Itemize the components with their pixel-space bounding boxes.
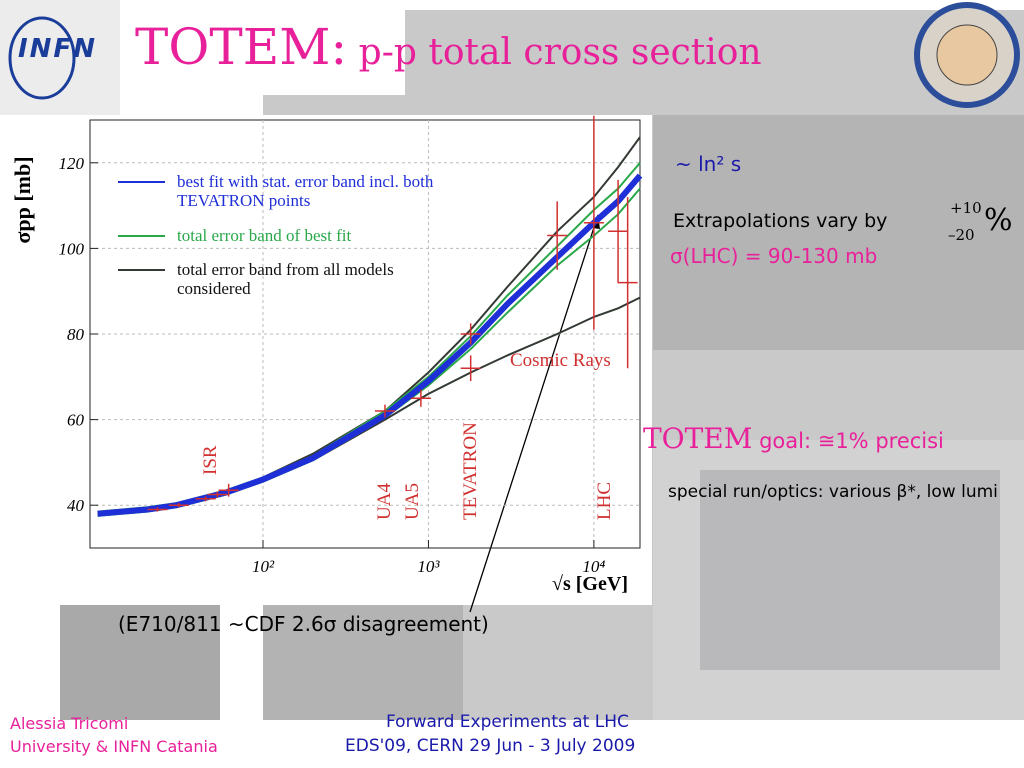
annotation: ISR	[200, 445, 221, 475]
annotation: UA4	[374, 483, 395, 520]
affiliation: University & INFN Catania	[10, 737, 218, 756]
x-axis-label: √s [GeV]	[552, 573, 628, 595]
annotation: UA5	[402, 483, 423, 520]
x-tick-label: 10²	[252, 557, 275, 576]
logo: INFN	[18, 34, 97, 64]
venue: EDS'09, CERN 29 Jun - 3 July 2009	[345, 736, 636, 756]
x-tick-label: 10³	[417, 557, 440, 576]
percent: %	[984, 203, 1013, 238]
series-line	[97, 162, 641, 513]
x-tick-label: 10⁴	[582, 557, 605, 576]
annotation: TEVATRON	[460, 422, 481, 520]
title-main: TOTEM:	[135, 18, 348, 76]
plus: +10	[950, 199, 982, 217]
legend-entry: best fit with stat. error band incl. bot…	[177, 172, 434, 210]
legend-entry: total error band from all models conside…	[177, 260, 394, 298]
y-tick-label: 100	[59, 239, 85, 258]
annotation: LHC	[594, 482, 615, 520]
series-line	[97, 296, 641, 515]
y-axis-label: σpp [mb]	[10, 156, 35, 243]
extrapolation-note: Extrapolations vary by	[673, 210, 888, 232]
goal: TOTEM goal: ≅1% precisi	[643, 422, 1024, 455]
y-tick-label: 40	[67, 496, 85, 515]
special-run: special run/optics: various β*, low lumi	[668, 482, 998, 502]
lhc-range: σ(LHC) = 90-130 mb	[670, 244, 878, 268]
y-tick-label: 120	[59, 154, 85, 173]
disagreement: (E710/811 ~CDF 2.6σ disagreement)	[118, 612, 489, 636]
legend-entry: total error band of best fit	[177, 226, 352, 245]
y-tick-label: 60	[67, 411, 85, 430]
y-tick-label: 80	[67, 325, 85, 344]
goal-text: goal: ≅1% precisi	[752, 429, 944, 453]
title: TOTEM: p-p total cross section	[135, 18, 762, 76]
minus: –20	[948, 226, 975, 244]
title-rest: p-p total cross section	[347, 32, 762, 73]
goal-name: TOTEM	[643, 422, 753, 455]
author: Alessia Tricomi	[10, 714, 129, 733]
annotation: Cosmic Rays	[510, 350, 611, 371]
series-line	[97, 173, 643, 517]
event: Forward Experiments at LHC	[386, 712, 629, 732]
asymptotic-note: ~ ln² s	[675, 152, 742, 176]
